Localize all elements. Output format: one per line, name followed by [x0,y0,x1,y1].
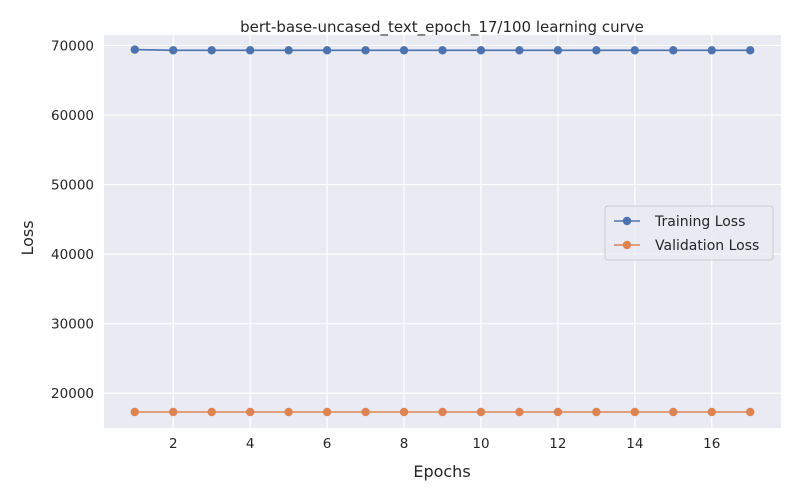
data-point-validation-loss [169,407,178,417]
y-tick-label: 40000 [51,247,94,263]
data-point-training-loss [669,46,678,55]
legend-box [604,205,774,261]
x-axis-label: Epochs [413,462,470,481]
data-point-training-loss [630,46,640,55]
data-point-validation-loss [399,407,409,417]
data-point-training-loss [476,46,486,55]
y-tick-label: 50000 [51,178,94,194]
legend-marker-training [622,216,632,226]
data-point-validation-loss [322,407,332,417]
data-point-validation-loss [207,407,216,417]
data-point-training-loss [130,45,139,54]
y-tick-label: 60000 [51,108,94,124]
y-tick-label: 30000 [51,317,94,333]
x-tick-label: 14 [626,436,643,452]
data-point-validation-loss [707,407,716,417]
y-gridlines [104,44,781,394]
data-point-training-loss [592,46,601,55]
data-point-validation-loss [630,407,640,417]
y-axis-label: Loss [18,220,37,255]
data-point-validation-loss [476,407,486,417]
x-tick-label: 4 [246,436,255,452]
x-tick-label: 6 [323,436,332,452]
data-point-training-loss [399,46,409,55]
data-point-validation-loss [592,407,601,417]
data-point-training-loss [361,46,370,55]
legend-label-training: Training Loss [654,214,745,230]
chart-title: bert-base-uncased_text_epoch_17/100 lear… [240,18,644,37]
data-point-validation-loss [515,407,524,417]
legend-label-validation: Validation Loss [655,238,759,254]
x-tick-label: 12 [549,436,566,452]
legend-marker-validation [622,240,632,250]
series-layer [130,45,755,417]
data-point-training-loss [553,46,563,55]
data-point-validation-loss [746,407,755,417]
y-tick-labels: 20000 30000 40000 50000 60000 70000 [51,38,94,402]
legend: Training Loss Validation Loss [604,205,774,261]
data-point-validation-loss [669,407,678,417]
data-point-training-loss [169,46,178,55]
x-tick-label: 10 [472,436,489,452]
data-point-validation-loss [438,407,447,417]
data-point-validation-loss [361,407,370,417]
x-tick-label: 8 [400,436,409,452]
data-point-validation-loss [245,407,255,417]
data-point-validation-loss [284,407,293,417]
x-tick-label: 16 [703,436,720,452]
data-point-training-loss [245,46,255,55]
data-point-training-loss [207,46,216,55]
data-point-training-loss [707,46,716,55]
data-point-training-loss [322,46,332,55]
data-point-training-loss [438,46,447,55]
data-point-training-loss [746,46,755,55]
data-point-validation-loss [130,407,139,417]
y-tick-label: 70000 [51,38,94,54]
data-point-training-loss [515,46,524,55]
data-point-training-loss [284,46,293,55]
data-point-validation-loss [553,407,563,417]
x-tick-label: 2 [169,436,178,452]
y-tick-label: 20000 [51,386,94,402]
x-tick-labels: 2 4 6 8 10 12 14 16 [169,436,720,452]
